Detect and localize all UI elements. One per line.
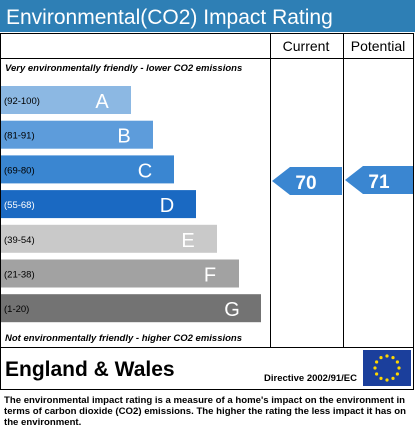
title-bar <box>0 0 415 32</box>
eu-star <box>379 376 383 380</box>
band-bar <box>1 259 239 288</box>
band-range: (55-68) <box>4 200 35 211</box>
band-letter: C <box>138 160 152 182</box>
current-arrow <box>272 167 342 195</box>
eu-star <box>385 354 389 358</box>
directive: Directive 2002/91/EC <box>264 373 357 384</box>
band-letter: B <box>117 126 130 148</box>
band-range: (1-20) <box>4 304 29 315</box>
potential-rating: 71 <box>368 172 390 193</box>
eu-star <box>379 356 383 360</box>
band-letter: E <box>181 230 194 252</box>
potential-header: Potential <box>351 38 405 54</box>
region: England & Wales <box>5 358 175 381</box>
potential-arrow <box>345 166 413 194</box>
description: The environmental impact rating is a mea… <box>4 395 406 428</box>
band-bar <box>1 86 131 114</box>
band-letter: D <box>160 195 174 217</box>
title: Environmental(CO2) Impact Rating <box>6 6 333 29</box>
top-note: Very environmentally friendly - lower CO… <box>5 63 242 74</box>
eu-star <box>397 366 401 370</box>
frame <box>0 33 414 390</box>
band-range: (81-91) <box>4 131 35 142</box>
eu-star <box>391 356 395 360</box>
current-header: Current <box>283 38 330 54</box>
band-range: (21-38) <box>4 270 35 281</box>
eu-star <box>385 378 389 382</box>
band-bar <box>1 155 174 184</box>
eu-star <box>373 366 377 370</box>
eu-star <box>375 360 379 364</box>
band-bar <box>1 120 153 149</box>
eu-star <box>375 372 379 376</box>
eu-star <box>391 376 395 380</box>
eu-star <box>395 360 399 364</box>
bottom-note: Not environmentally friendly - higher CO… <box>5 333 242 344</box>
eu-star <box>395 372 399 376</box>
band-bar <box>1 190 196 219</box>
current-rating: 70 <box>295 173 316 194</box>
band-range: (92-100) <box>4 96 40 107</box>
band-letter: A <box>95 91 109 113</box>
band-range: (69-80) <box>4 165 35 176</box>
band-bar <box>1 224 217 253</box>
band-bar <box>1 294 261 323</box>
band-letter: G <box>224 299 240 321</box>
rating-chart: Environmental(CO2) Impact Rating Current… <box>0 0 415 390</box>
band-letter: F <box>204 265 216 287</box>
band-range: (39-54) <box>4 235 35 246</box>
